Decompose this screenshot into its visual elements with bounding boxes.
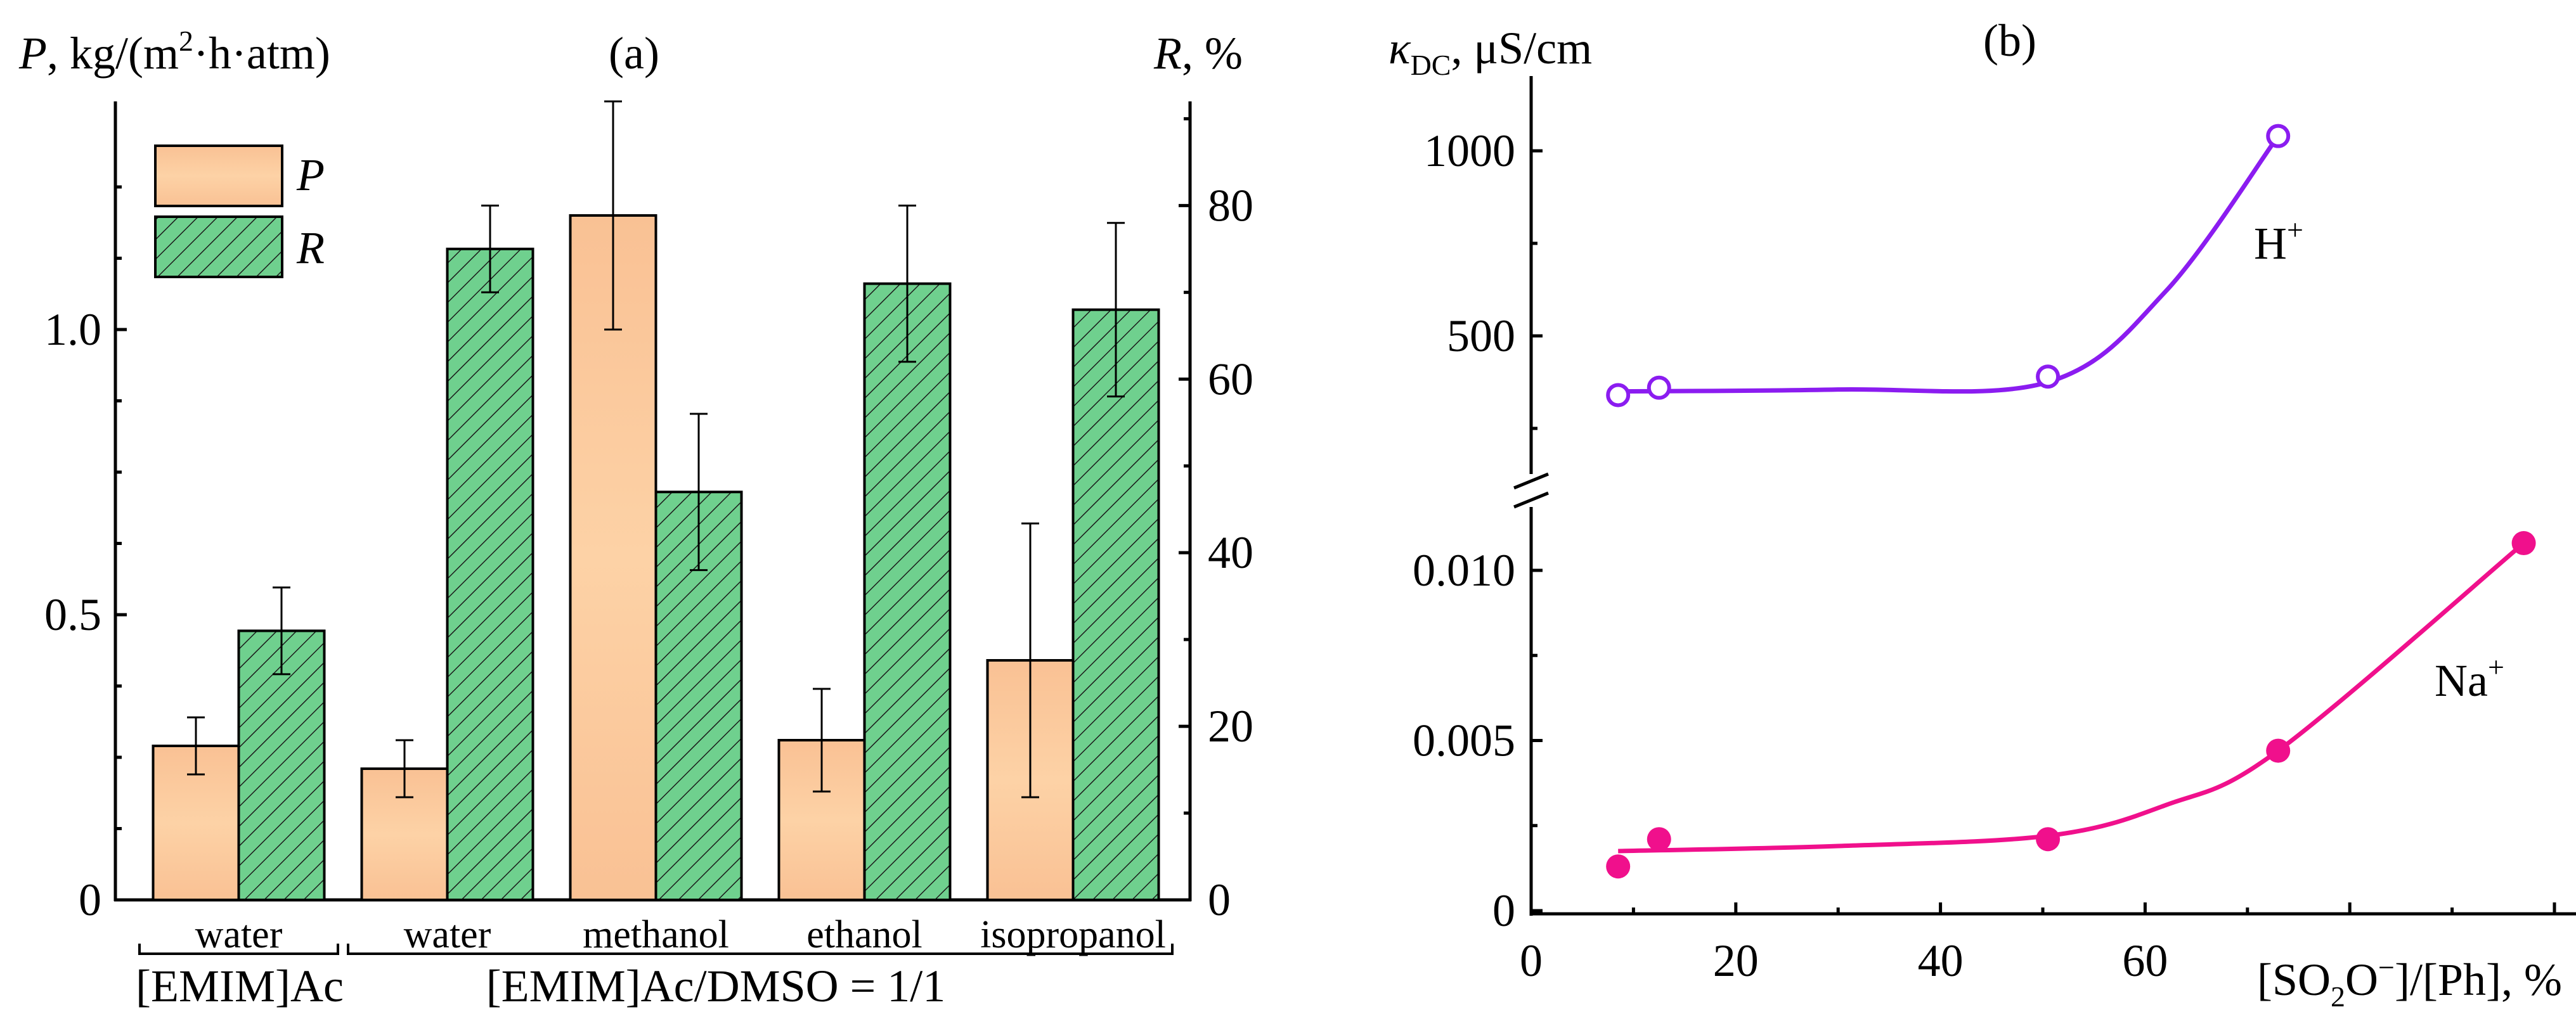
- right-y-tick-label: 40: [1208, 527, 1253, 578]
- series-label-na-sup: +: [2488, 651, 2504, 683]
- right-y-ticks: 0 20 40 60 80: [1179, 117, 1253, 925]
- left-y-ticks: 0 0.5 1.0: [44, 185, 127, 925]
- b-y-unit: , μS/cm: [1451, 23, 1592, 74]
- group-bracket: [347, 944, 1174, 955]
- legend-swatch-r: [154, 215, 283, 278]
- series-label-h-sup: +: [2287, 214, 2303, 246]
- b-upper-y-tick-label: 1000: [1424, 125, 1515, 176]
- panel-b: (b) κDC, μS/cm 0 20 40 60 500 1000 0 0.005 0.0…: [1388, 15, 2576, 1013]
- b-lower-y-tick-label: 0.010: [1413, 545, 1515, 596]
- bars: [152, 100, 1160, 902]
- right-y-tick-label: 80: [1208, 180, 1253, 231]
- bar-r: [863, 282, 952, 901]
- group-bracket: [138, 944, 339, 955]
- category-label: water: [195, 913, 283, 956]
- category-label: methanol: [583, 913, 729, 956]
- data-point-h: [1647, 375, 1671, 400]
- panel-a: (a) P, kg/(m2·h·atm) R, % 00.51.0 020406…: [18, 25, 1253, 1011]
- b-x-ticks: 0 20 40 60: [1520, 902, 2556, 986]
- b-series: [1606, 124, 2536, 879]
- b-x-sup: −: [2378, 951, 2395, 984]
- series-label-na-name: Na: [2435, 655, 2488, 706]
- series-line-na: [1618, 541, 2525, 854]
- bar-r: [237, 629, 326, 901]
- category-label: isopropanol: [980, 913, 1166, 956]
- left-y-tick-label: 0.5: [44, 589, 101, 640]
- b-upper-y-tick-label: 500: [1447, 311, 1515, 361]
- data-point-na: [2511, 531, 2536, 556]
- left-y-tick-label: 1.0: [44, 304, 101, 355]
- b-lower-y-tick-label: 0.005: [1413, 715, 1515, 766]
- b-x-axis-label: [SO2O−]/[Ph], %: [2257, 951, 2562, 1013]
- b-x-tick-label: 20: [1713, 935, 1759, 986]
- b-x-tick-label: 40: [1918, 935, 1964, 986]
- category-label: water: [404, 913, 491, 956]
- data-point-na: [2266, 738, 2291, 763]
- left-y-unit: , kg/(m: [47, 28, 179, 79]
- b-lower-y-ticks: 0 0.005 0.010: [1413, 545, 1543, 936]
- data-point-na: [1647, 827, 1671, 852]
- b-x-mid: O: [2345, 954, 2378, 1005]
- left-y-rest: ·h·atm): [193, 28, 330, 79]
- bar-r: [1071, 308, 1160, 901]
- data-point-h: [1606, 383, 1631, 407]
- b-lower-y-tick-label: 0: [1492, 885, 1515, 936]
- left-y-sup: 2: [179, 25, 193, 57]
- bar-r: [446, 247, 534, 902]
- right-y-symbol: R: [1153, 28, 1182, 79]
- data-point-h: [2266, 124, 2291, 148]
- legend: P R: [154, 144, 325, 278]
- group-label: [EMIM]Ac/DMSO = 1/1: [486, 961, 946, 1011]
- panel-b-label: (b): [1983, 15, 2036, 66]
- left-y-symbol: P: [18, 28, 47, 79]
- group-label: [EMIM]Ac: [136, 961, 344, 1011]
- b-x-sub: 2: [2331, 980, 2345, 1013]
- b-y-sub: DC: [1411, 49, 1451, 81]
- right-y-tick-label: 20: [1208, 701, 1253, 752]
- right-y-tick-label: 0: [1208, 875, 1231, 925]
- right-y-tick-label: 60: [1208, 354, 1253, 404]
- series-label-h-name: H: [2254, 218, 2287, 269]
- right-y-unit: , %: [1182, 28, 1243, 79]
- b-upper-y-ticks: 500 1000: [1424, 125, 1543, 430]
- b-x-tick-label: 0: [1520, 935, 1543, 986]
- series-line-h: [1618, 134, 2281, 394]
- category-labels: water water methanol ethanol isopropanol: [195, 913, 1166, 956]
- b-x-tick-label: 60: [2122, 935, 2168, 986]
- b-x-post: ]/[Ph], %: [2395, 954, 2562, 1005]
- left-y-tick-label: 0: [79, 875, 101, 925]
- data-point-na: [2036, 827, 2061, 852]
- series-label-na: Na+: [2435, 651, 2504, 706]
- b-x-pre: [SO: [2257, 954, 2331, 1005]
- group-labels: [EMIM]Ac [EMIM]Ac/DMSO = 1/1: [136, 944, 1174, 1011]
- b-y-symbol: κ: [1388, 23, 1411, 74]
- b-y-axis-label: κDC, μS/cm: [1388, 23, 1592, 81]
- right-y-axis-label: R, %: [1153, 28, 1243, 79]
- left-y-axis-label: P, kg/(m2·h·atm): [18, 25, 330, 79]
- axis-break-mark-1: [1513, 472, 1549, 490]
- legend-swatch-p: [154, 144, 283, 207]
- data-point-h: [2036, 364, 2061, 389]
- data-point-na: [1606, 854, 1631, 879]
- legend-label-r: R: [296, 222, 325, 273]
- panel-a-label: (a): [609, 28, 659, 79]
- legend-label-p: P: [296, 150, 325, 200]
- series-label-h: H+: [2254, 214, 2303, 269]
- axis-break-mark-2: [1513, 491, 1549, 509]
- category-label: ethanol: [806, 913, 922, 956]
